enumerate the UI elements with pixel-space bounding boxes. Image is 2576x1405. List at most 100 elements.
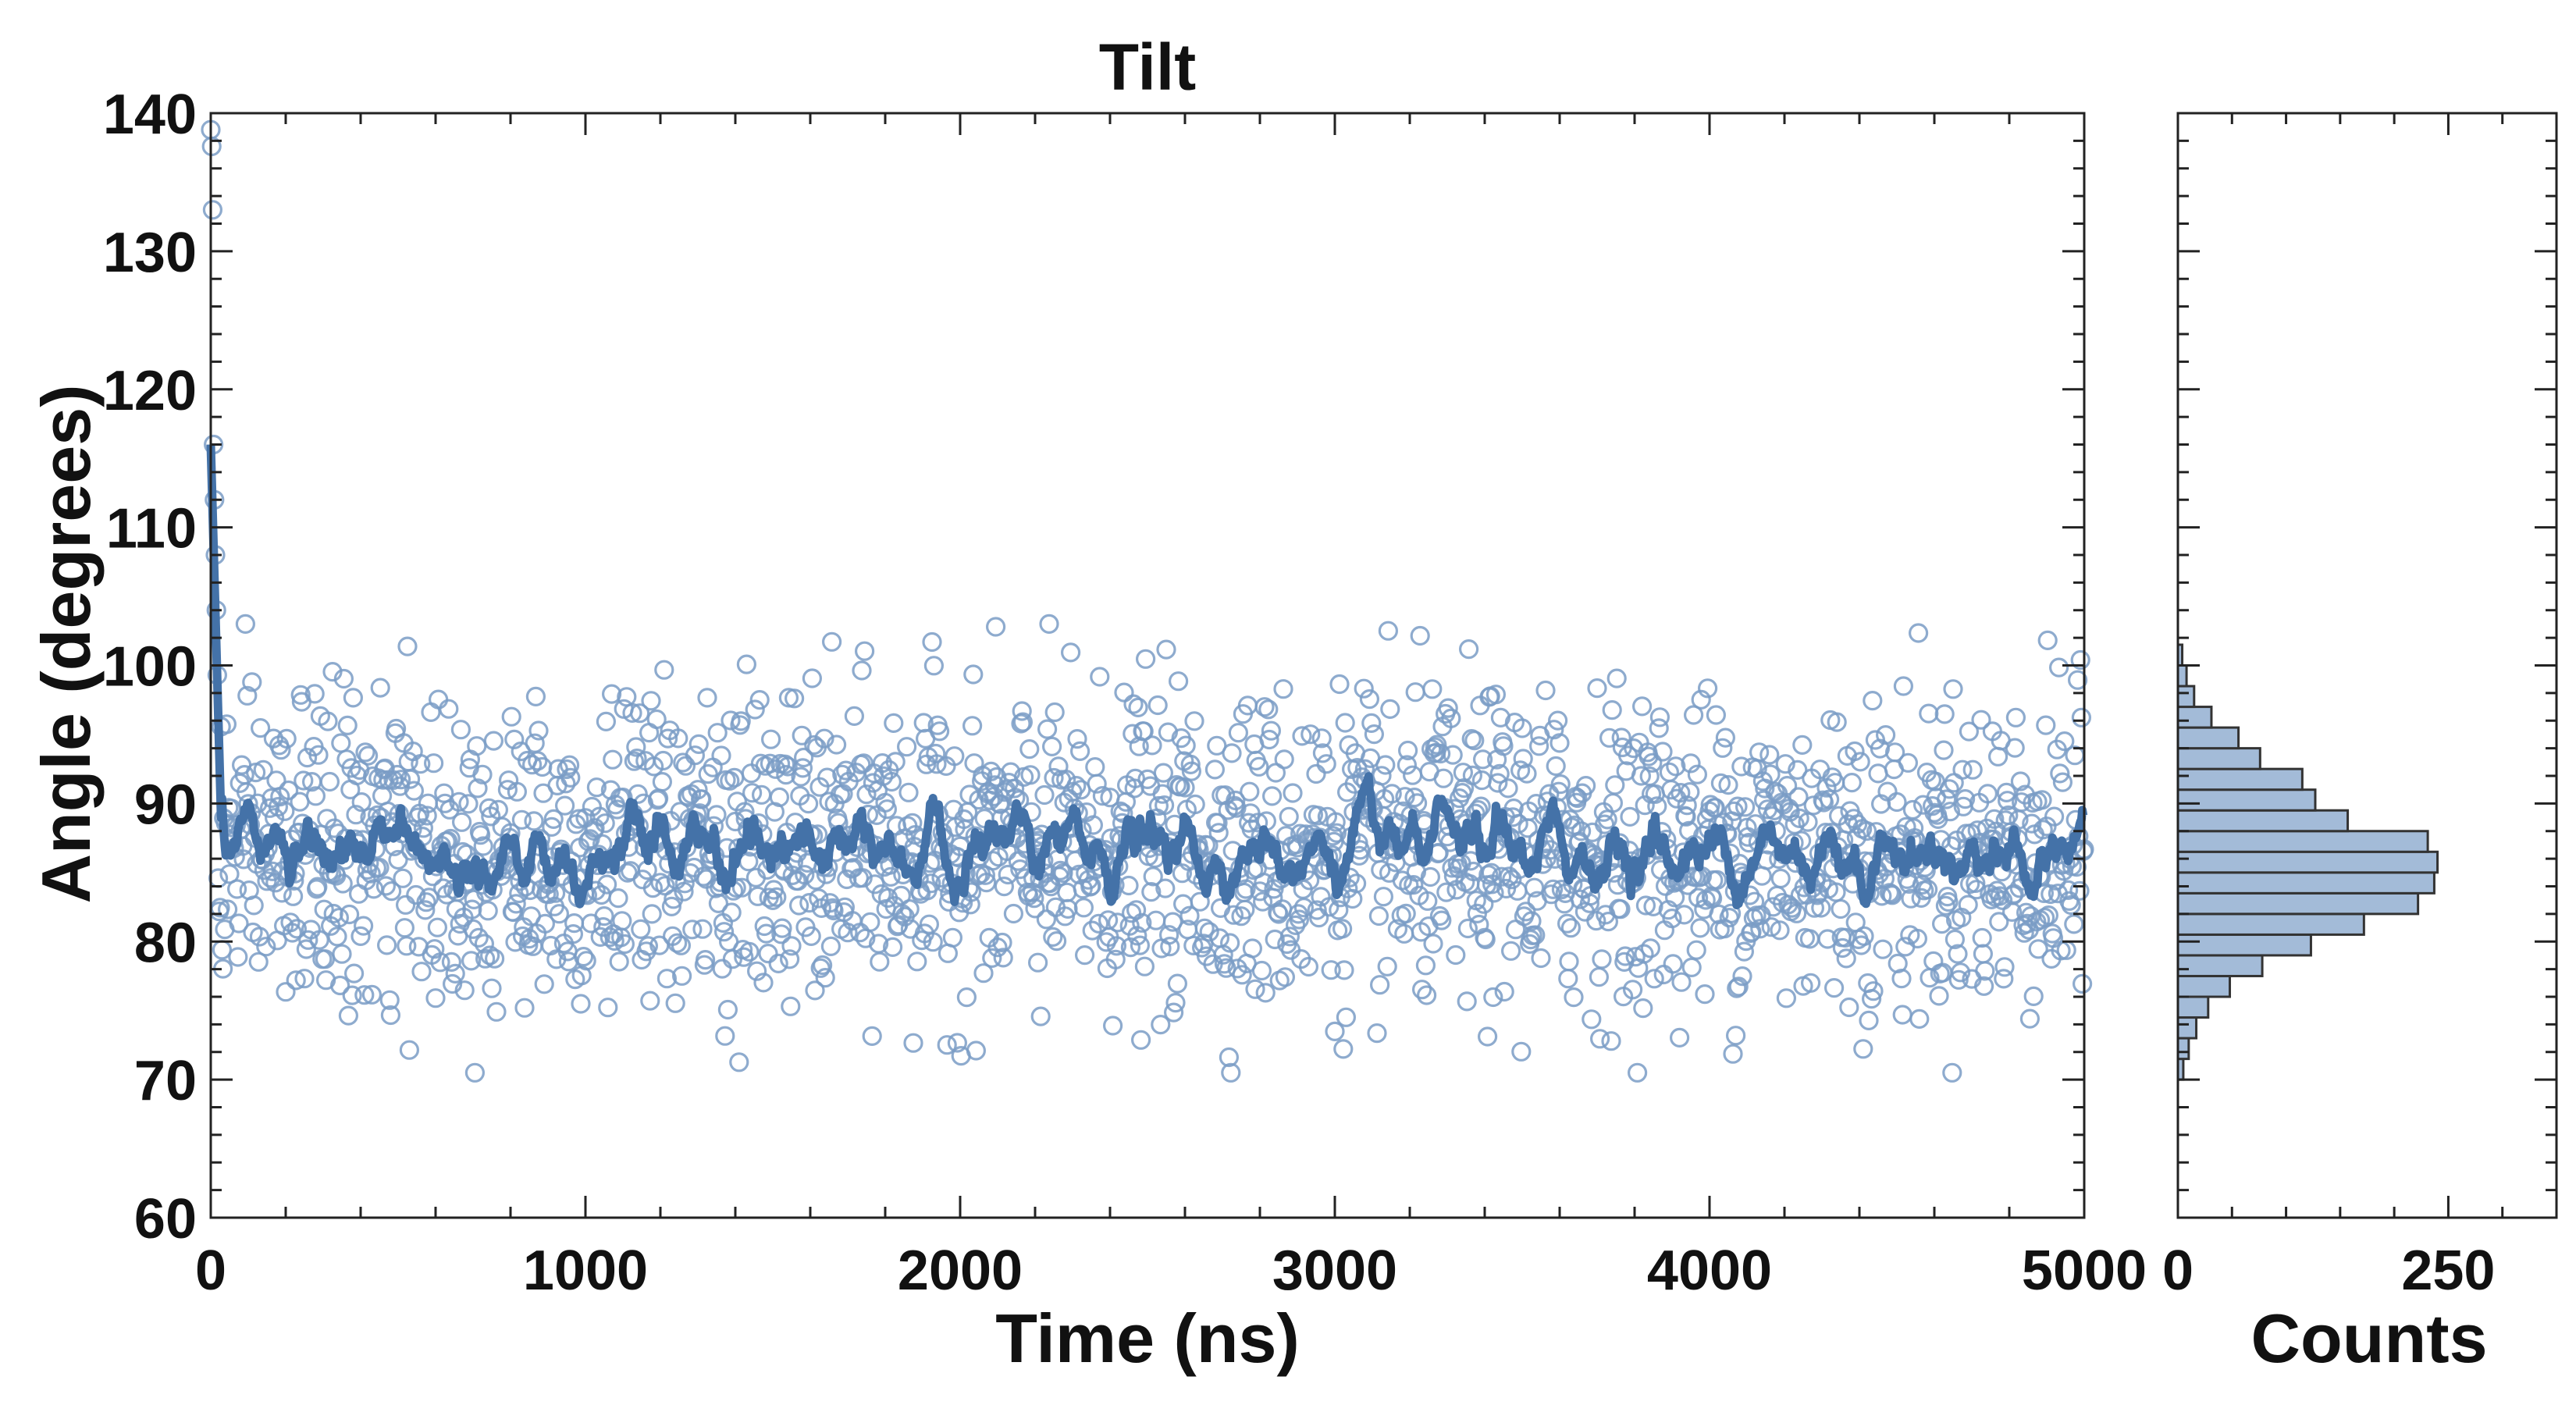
- data-point: [1436, 882, 1457, 902]
- data-point: [711, 745, 731, 766]
- data-point: [1615, 946, 1635, 966]
- data-point: [1792, 735, 1813, 756]
- data-point: [2019, 1008, 2040, 1029]
- data-point: [1827, 712, 1847, 732]
- data-point: [907, 951, 927, 972]
- data-point: [1057, 882, 1077, 902]
- histogram-bar: [2176, 954, 2264, 977]
- data-point: [763, 890, 783, 911]
- data-point: [1919, 703, 1939, 724]
- data-point: [1517, 763, 1537, 784]
- data-point: [1082, 920, 1102, 941]
- data-point: [1948, 944, 1968, 964]
- data-point: [1083, 815, 1104, 835]
- data-point: [1039, 614, 1059, 635]
- data-point: [355, 742, 375, 763]
- data-point: [641, 691, 661, 711]
- data-point: [248, 951, 269, 972]
- data-point: [1942, 1062, 1962, 1083]
- data-point: [1750, 919, 1770, 939]
- data-point: [1898, 752, 1918, 773]
- histogram-x-axis-label: Counts: [2250, 1300, 2487, 1377]
- data-point: [1681, 957, 1702, 978]
- data-point: [1119, 875, 1139, 896]
- data-point: [1477, 1026, 1498, 1047]
- data-point: [1868, 763, 1888, 784]
- data-point: [1649, 707, 1670, 727]
- counts-histogram: 0 250: [2162, 112, 2558, 1302]
- data-point: [598, 998, 618, 1018]
- data-point: [774, 754, 795, 774]
- data-point: [1564, 987, 1584, 1008]
- data-point: [782, 865, 802, 886]
- data-point: [1036, 909, 1057, 930]
- data-point: [506, 894, 526, 914]
- data-point: [1153, 763, 1174, 783]
- data-point: [715, 1026, 735, 1046]
- data-point: [458, 794, 479, 814]
- data-point: [1524, 877, 1545, 898]
- data-point: [781, 996, 801, 1016]
- data-point: [1020, 765, 1041, 785]
- data-point: [482, 978, 502, 998]
- data-point: [280, 912, 301, 933]
- data-point: [865, 874, 885, 895]
- data-point: [535, 913, 556, 934]
- data-point: [898, 782, 919, 802]
- data-point: [1649, 718, 1669, 738]
- data-point: [397, 636, 418, 656]
- data-point: [1727, 978, 1747, 998]
- data-point: [1415, 955, 1436, 976]
- data-point: [1835, 927, 1856, 948]
- data-point: [1948, 969, 1969, 990]
- data-point: [1373, 887, 1394, 907]
- data-point: [706, 805, 727, 825]
- data-point: [1732, 966, 1752, 987]
- data-point: [1893, 676, 1913, 696]
- data-point: [1671, 972, 1692, 992]
- histogram-bar: [2176, 664, 2188, 688]
- data-point: [1204, 759, 1226, 780]
- data-point: [1485, 685, 1507, 705]
- data-point: [218, 899, 238, 919]
- data-point: [1525, 925, 1546, 945]
- data-point: [654, 660, 674, 680]
- data-point: [838, 923, 858, 943]
- data-point: [693, 866, 713, 887]
- data-point: [767, 887, 787, 908]
- data-point: [358, 745, 379, 766]
- data-point: [484, 948, 505, 969]
- data-point: [1135, 649, 1156, 669]
- data-point: [1698, 678, 1718, 699]
- data-point: [601, 684, 622, 704]
- data-point: [399, 1040, 420, 1060]
- data-point: [1279, 927, 1300, 947]
- data-point: [1043, 927, 1063, 948]
- data-point: [1044, 767, 1064, 788]
- data-point: [1334, 960, 1354, 980]
- data-point: [1550, 774, 1571, 795]
- data-point: [1441, 708, 1461, 729]
- data-point: [852, 868, 873, 888]
- data-point: [1292, 726, 1312, 746]
- data-point: [784, 688, 805, 709]
- data-point: [1934, 704, 1955, 724]
- data-point: [1088, 913, 1109, 934]
- data-point: [338, 1005, 358, 1026]
- data-point: [1474, 894, 1494, 914]
- data-point: [1307, 900, 1327, 920]
- data-point: [1420, 866, 1441, 887]
- data-point: [1332, 919, 1353, 939]
- data-point: [769, 787, 790, 808]
- data-point: [1938, 891, 1959, 912]
- data-point: [1488, 773, 1508, 793]
- data-point: [1462, 765, 1483, 786]
- data-point: [1423, 934, 1443, 954]
- data-point: [528, 751, 548, 771]
- data-point: [1535, 680, 1556, 701]
- data-point: [1087, 774, 1107, 794]
- data-point: [1289, 909, 1310, 930]
- main-plot-frame: [209, 112, 2086, 1219]
- data-point: [1642, 752, 1663, 773]
- data-point: [1092, 785, 1113, 806]
